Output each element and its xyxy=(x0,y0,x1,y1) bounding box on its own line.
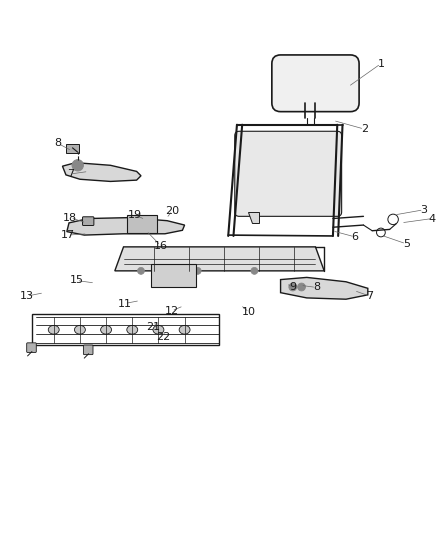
Text: 11: 11 xyxy=(117,298,131,309)
Circle shape xyxy=(137,268,144,274)
Text: 1: 1 xyxy=(377,59,384,69)
FancyBboxPatch shape xyxy=(82,217,94,225)
Ellipse shape xyxy=(74,325,85,334)
Polygon shape xyxy=(247,212,258,223)
Text: 6: 6 xyxy=(350,232,357,242)
Text: 5: 5 xyxy=(402,239,409,249)
FancyBboxPatch shape xyxy=(27,343,36,352)
FancyBboxPatch shape xyxy=(127,215,157,233)
Text: 20: 20 xyxy=(165,206,179,216)
Text: 19: 19 xyxy=(127,210,141,220)
Text: 9: 9 xyxy=(289,282,296,293)
Text: 8: 8 xyxy=(54,139,61,149)
Text: 12: 12 xyxy=(164,306,178,316)
Text: 21: 21 xyxy=(146,322,160,332)
Text: 16: 16 xyxy=(153,240,167,251)
Text: 7: 7 xyxy=(67,169,74,179)
Ellipse shape xyxy=(127,325,138,334)
Circle shape xyxy=(251,268,257,274)
Polygon shape xyxy=(115,247,323,271)
Text: 10: 10 xyxy=(242,308,256,317)
Text: 18: 18 xyxy=(63,213,77,223)
Text: 2: 2 xyxy=(360,124,367,134)
FancyBboxPatch shape xyxy=(271,55,358,111)
Polygon shape xyxy=(280,277,367,299)
Polygon shape xyxy=(67,217,184,235)
Text: 3: 3 xyxy=(419,205,426,215)
Circle shape xyxy=(194,268,201,274)
Ellipse shape xyxy=(152,325,163,334)
Text: 4: 4 xyxy=(428,214,435,223)
FancyBboxPatch shape xyxy=(151,264,196,287)
Text: 15: 15 xyxy=(69,276,83,286)
Circle shape xyxy=(72,159,83,171)
Text: 7: 7 xyxy=(366,291,373,301)
FancyBboxPatch shape xyxy=(234,131,341,216)
Ellipse shape xyxy=(179,325,190,334)
Text: 13: 13 xyxy=(20,291,34,301)
Ellipse shape xyxy=(100,325,111,334)
Circle shape xyxy=(288,283,296,291)
Text: 8: 8 xyxy=(312,282,319,293)
FancyBboxPatch shape xyxy=(83,345,93,354)
Text: 17: 17 xyxy=(60,230,74,240)
Polygon shape xyxy=(62,163,141,181)
Text: 22: 22 xyxy=(155,332,170,342)
Circle shape xyxy=(297,283,305,291)
FancyBboxPatch shape xyxy=(66,144,78,153)
Ellipse shape xyxy=(48,325,59,334)
